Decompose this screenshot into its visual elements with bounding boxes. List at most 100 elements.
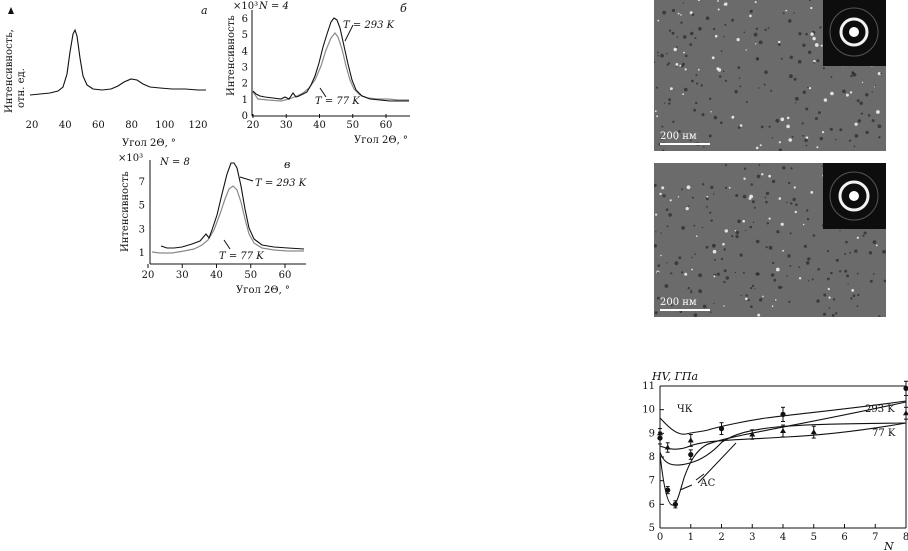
tem-particle [670,304,673,307]
tem-particle [656,86,658,89]
panel-b-label: б [400,2,407,15]
tem-particle [688,205,690,207]
annotation-as-pointer-1 [695,473,705,481]
hardness-chart: HV, ГПа N 0 1 2 3 4 5 6 7 8 5 6 7 8 9 10 11 ЧК АС 293 K… [642,370,908,551]
xrd-panel-b: ×10³ N = 4 б Интенсивность 0 1 2 3 4 5 6 20 30 4… [226,1,410,146]
y-tick-label: 6 [649,499,655,510]
tem-particle [739,85,742,88]
tem-particle [852,294,856,297]
tem-particle [682,93,684,96]
panel-b-ytick: 1 [242,95,248,106]
tem-particle [657,55,659,57]
tem-particle [751,200,755,204]
tem-particle [738,77,741,79]
tem-particle [878,315,881,317]
tem-particle [788,19,792,23]
tem-particle [822,67,825,70]
tem-particle [731,235,734,238]
panel-a-xtick: 120 [188,120,207,131]
tem-particle [844,253,846,256]
tem-particle [734,271,736,274]
panel-c-ytick: 7 [139,177,145,188]
xrd-panel-c: ×10³ N = 8 в Интенсивность 1 3 5 7 20 30 40 50… [118,153,307,296]
panel-c-xtick: 60 [279,270,292,281]
tem-particle [811,278,814,281]
tem-particle [816,146,819,149]
tem-particle [686,185,691,190]
tem-particle [719,75,722,78]
tem-particle [680,14,682,16]
panel-a-ylabel: Интенсивность, [4,29,15,113]
tem-particle [790,202,793,205]
tem-particle [739,253,743,257]
tem-particle [788,138,792,142]
tem-particle [689,31,694,36]
tem-particle [851,289,855,292]
scale-bar-label: 200 нм [660,131,697,142]
tem-particle [806,209,809,212]
panel-b-xlabel: Угол 2Θ, ° [354,135,408,146]
panel-a-xlabel: Угол 2Θ, ° [122,138,176,149]
tem-particle [701,183,705,186]
tem-particle [830,271,833,275]
tem-particle [820,44,823,47]
panel-c-curve-77k [151,185,304,254]
x-tick-label: 7 [872,532,878,543]
tem-particle [716,272,720,276]
tem-particle [807,280,810,282]
panel-b-curve-77k [252,32,409,102]
tem-particle [714,34,718,38]
tem-particle [682,2,685,4]
tem-particle [817,268,820,271]
tem-particle [755,43,757,45]
tem-particle [693,108,696,112]
tem-particle [693,313,698,317]
tem-particle [691,196,694,199]
tem-particle [694,253,696,255]
tem-particle [753,32,758,37]
tem-particle [802,223,805,226]
curve-77k-chk [659,400,907,435]
panel-a-xtick: 100 [155,120,174,131]
tem-particle [842,89,846,94]
y-tick-label: 8 [649,452,655,463]
annotation-chk: ЧК [677,404,693,415]
tem-particle [871,91,873,93]
tem-particle [774,299,777,301]
tem-particle [805,32,808,36]
tem-particle [805,144,808,147]
tem-particle [728,186,731,189]
panel-a-xtick: 80 [125,120,138,131]
tem-particle [768,217,771,220]
tem-particle [786,201,788,204]
tem-particle [720,121,723,124]
tem-particle [880,72,882,75]
tem-particle [882,249,886,254]
panel-b-scale: ×10³ [233,1,258,12]
panel-c-ytick: 1 [139,248,145,259]
tem-particle [793,12,795,14]
tem-particle [691,13,695,16]
tem-particle [724,229,728,233]
annotation-77k: 77 K [872,428,896,439]
tem-particle [661,125,664,128]
tem-particle [750,305,753,308]
tem-particle [766,222,769,225]
tem-particle [768,174,771,178]
tem-particle [701,85,703,87]
tem-particle [853,145,856,148]
tem-particle [681,65,684,68]
tem-particle [788,300,791,303]
tem-particle [694,37,697,39]
tem-particle [734,90,738,94]
tem-particle [671,31,675,35]
tem-particle [856,99,860,103]
tem-particle [768,245,773,250]
tem-particle [696,235,698,237]
tem-particle [678,130,681,133]
tem-particle [710,185,714,189]
tem-particle [755,239,760,244]
tem-particle [723,248,726,251]
tem-particle [758,40,763,45]
tem-particle [671,8,676,13]
